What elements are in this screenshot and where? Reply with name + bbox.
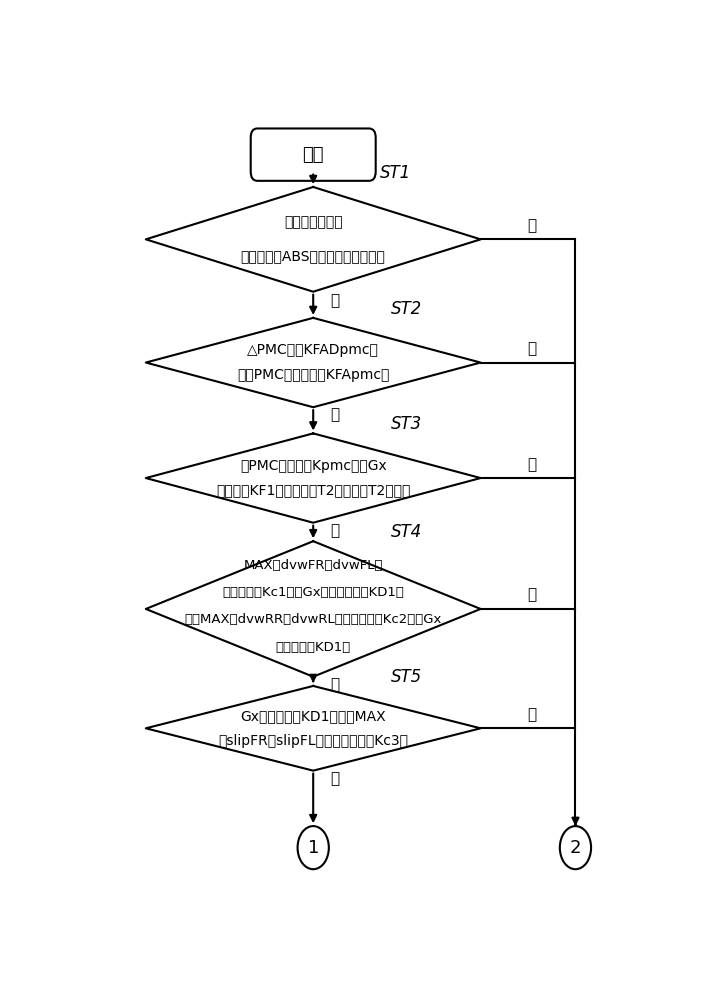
Text: 小于或等于Kc1并且Gx大于或者等于KD1，: 小于或等于Kc1并且Gx大于或者等于KD1， <box>222 586 404 599</box>
Text: 否: 否 <box>527 707 536 722</box>
Text: 否: 否 <box>527 457 536 472</box>
Text: Gx大于或等于KD1，并且MAX: Gx大于或等于KD1，并且MAX <box>240 709 386 723</box>
Text: 否: 否 <box>527 341 536 356</box>
Circle shape <box>560 826 591 869</box>
Circle shape <box>297 826 329 869</box>
Polygon shape <box>145 318 481 407</box>
Text: 两个前轮每个均: 两个前轮每个均 <box>284 215 343 229</box>
Text: 开始: 开始 <box>302 146 324 164</box>
Text: ST2: ST2 <box>392 300 423 318</box>
Text: 并且PMC高于或等于KFApmc？: 并且PMC高于或等于KFApmc？ <box>237 368 390 382</box>
Text: （slipFR，slipFL）小于或者等于Kc3？: （slipFR，slipFL）小于或者等于Kc3？ <box>218 734 408 748</box>
Text: 2: 2 <box>570 839 581 857</box>
Polygon shape <box>145 686 481 771</box>
Text: 是: 是 <box>330 771 339 786</box>
Text: 小于或等于KD1？: 小于或等于KD1？ <box>276 641 351 654</box>
Text: MAX（dvwFR，dvwFL）: MAX（dvwFR，dvwFL） <box>243 559 383 572</box>
Text: 变得大于KF1时的时段比T2长或者与T2相等？: 变得大于KF1时的时段比T2长或者与T2相等？ <box>216 483 410 497</box>
Text: ST5: ST5 <box>392 668 423 686</box>
Text: 从PMC变得高于Kpmc时到Gx: 从PMC变得高于Kpmc时到Gx <box>240 459 387 473</box>
Text: ST1: ST1 <box>380 164 411 182</box>
Text: △PMC大于KFADpmc，: △PMC大于KFADpmc， <box>247 343 379 357</box>
Polygon shape <box>145 433 481 523</box>
Text: 或者MAX（dvwRR，dvwRL）小于或等于Kc2并且Gx: 或者MAX（dvwRR，dvwRL）小于或等于Kc2并且Gx <box>184 613 442 626</box>
Polygon shape <box>145 187 481 292</box>
Text: 处于在经受ABS控制之前的状态中？: 处于在经受ABS控制之前的状态中？ <box>240 249 386 263</box>
Text: 否: 否 <box>527 588 536 603</box>
FancyBboxPatch shape <box>251 128 376 181</box>
Text: 是: 是 <box>330 677 339 692</box>
Text: 是: 是 <box>330 293 339 308</box>
Text: 是: 是 <box>330 407 339 422</box>
Text: 是: 是 <box>330 523 339 538</box>
Text: 否: 否 <box>527 218 536 233</box>
Text: ST4: ST4 <box>392 523 423 541</box>
Polygon shape <box>145 541 481 677</box>
Text: ST3: ST3 <box>392 415 423 433</box>
Text: 1: 1 <box>307 839 319 857</box>
